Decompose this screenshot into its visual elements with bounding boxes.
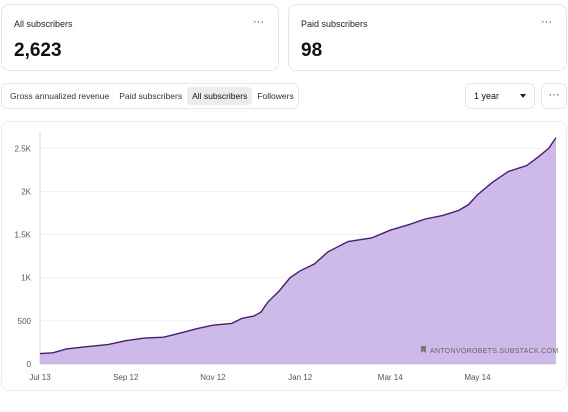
- tab-gross-annualized-revenue[interactable]: Gross annualized revenue: [10, 91, 110, 101]
- tab-all-subscribers[interactable]: All subscribers: [187, 87, 253, 105]
- all-subscribers-label: All subscribers: [14, 19, 73, 29]
- x-tick-label: Jan 12: [288, 373, 313, 382]
- chart-area-fill: [40, 137, 556, 364]
- chart-more-button[interactable]: ···: [541, 83, 567, 109]
- y-tick-label: 2K: [21, 187, 31, 196]
- x-tick-label: Jul 13: [29, 373, 51, 382]
- tab-followers[interactable]: Followers: [257, 91, 294, 101]
- subscribers-chart-card: [1, 121, 567, 391]
- paid-subscribers-label: Paid subscribers: [301, 19, 368, 29]
- y-tick-label: 1.5K: [15, 231, 32, 240]
- paid-subscribers-value: 98: [301, 40, 323, 61]
- watermark: ANTONVOROBETS.SUBSTACK.COM: [421, 346, 559, 355]
- x-tick-label: Mar 14: [378, 373, 403, 382]
- x-tick-label: Sep 12: [113, 373, 139, 382]
- more-options-icon[interactable]: ···: [541, 16, 552, 28]
- all-subscribers-value: 2,623: [14, 40, 62, 61]
- bookmark-icon: [421, 346, 426, 353]
- tab-paid-subscribers[interactable]: Paid subscribers: [119, 91, 183, 101]
- time-range-select[interactable]: 1 year: [465, 83, 535, 109]
- watermark-text: ANTONVOROBETS.SUBSTACK.COM: [430, 348, 559, 355]
- y-tick-label: 0: [27, 360, 32, 369]
- x-tick-label: Nov 12: [200, 373, 226, 382]
- y-tick-label: 2.5K: [15, 144, 32, 153]
- chart-series-line: [39, 137, 557, 355]
- y-tick-label: 1K: [21, 274, 31, 283]
- metric-tabs: Gross annualized revenue Paid subscriber…: [1, 83, 299, 109]
- x-tick-label: May 14: [464, 373, 491, 382]
- paid-subscribers-card: Paid subscribers 98 ···: [288, 4, 567, 71]
- more-options-icon[interactable]: ···: [253, 16, 264, 28]
- all-subscribers-card: All subscribers 2,623 ···: [1, 4, 279, 71]
- time-range-value: 1 year: [474, 91, 500, 101]
- y-tick-label: 500: [18, 317, 32, 326]
- chevron-down-icon: [520, 94, 526, 98]
